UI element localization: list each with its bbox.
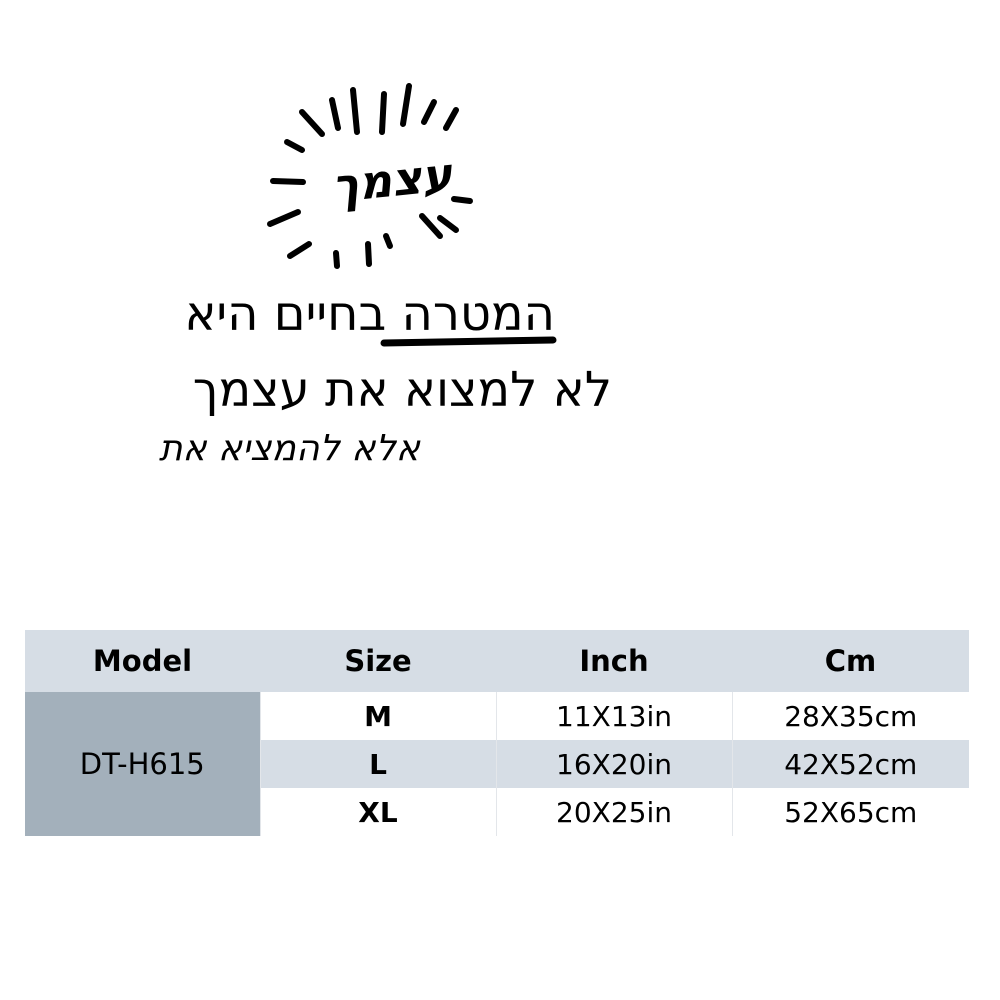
cm-cell: 42X52cm [731,740,969,788]
cm-cell: 28X35cm [731,692,969,740]
wall-decal-artwork: עצמך המטרה בחיים היא לא למצוא את עצמך אל… [159,83,612,469]
emphasis-underline [380,336,557,347]
model-cell: DT-H615 [25,692,260,836]
line3-handwritten-text: אלא להמציא את [159,428,421,469]
table-header-row: Model Size Inch Cm [25,630,969,692]
line2-text: לא למצוא את עצמך [193,362,612,418]
size-cell: XL [259,788,496,836]
inch-cell: 16X20in [495,740,732,788]
header-size: Size [260,630,496,692]
sun-rays-icon [267,83,473,269]
header-model: Model [25,630,260,692]
size-cell: M [259,692,496,740]
table-row: XL 20X25in 52X65cm [25,788,969,836]
table-row: DT-H615 M 11X13in 28X35cm [25,692,969,836]
inch-cell: 11X13in [495,692,732,740]
header-inch: Inch [496,630,732,692]
table-row: L 16X20in 42X52cm [25,740,969,788]
cm-cell: 52X65cm [731,788,969,836]
size-cell: L [259,740,496,788]
sun-word-text: עצמך [329,147,456,213]
size-table: Model Size Inch Cm DT-H615 M 11X13in 28X… [25,630,969,836]
header-cm: Cm [732,630,969,692]
inch-cell: 20X25in [495,788,732,836]
line1-text: המטרה בחיים היא [184,286,555,342]
